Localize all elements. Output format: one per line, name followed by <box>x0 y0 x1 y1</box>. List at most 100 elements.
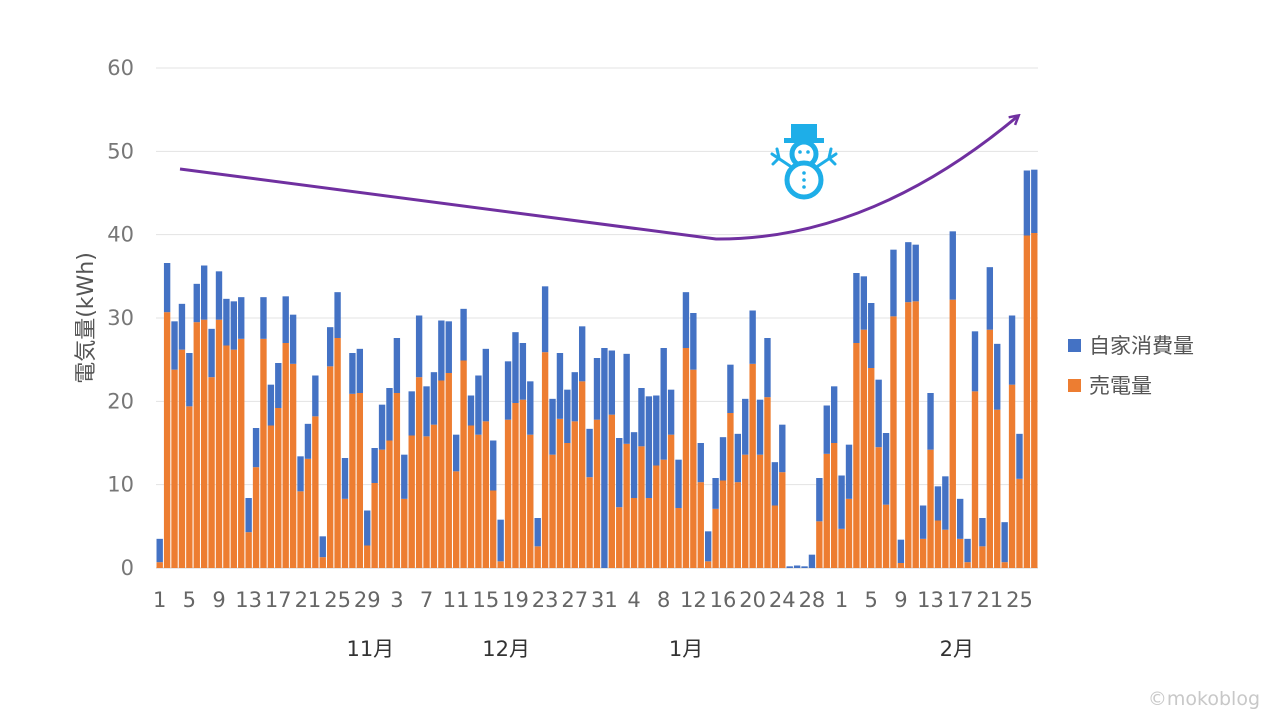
bar-self-consumption <box>289 314 297 364</box>
bar-self-consumption <box>408 391 415 436</box>
bar-self-consumption <box>1008 315 1016 385</box>
bar-sold-power <box>734 482 742 568</box>
bar-self-consumption <box>193 283 200 323</box>
bar-sold-power <box>712 508 719 568</box>
bar-self-consumption <box>401 454 408 499</box>
bar-sold-power <box>319 557 326 568</box>
bar-self-consumption <box>393 338 401 393</box>
bar-sold-power <box>616 507 623 568</box>
bar-self-consumption <box>297 456 304 492</box>
bar-sold-power <box>326 366 334 568</box>
bar-self-consumption <box>608 350 616 415</box>
bar-self-consumption <box>534 518 541 547</box>
bar-self-consumption <box>282 296 289 343</box>
bar-self-consumption <box>527 381 534 435</box>
bar-sold-power <box>527 434 534 568</box>
bar-self-consumption <box>808 554 816 568</box>
bar-sold-power <box>438 380 445 568</box>
bar-self-consumption <box>964 538 971 563</box>
bar-self-consumption <box>979 518 986 547</box>
bar-sold-power <box>779 472 786 568</box>
bar-sold-power <box>312 416 319 568</box>
bar-sold-power <box>964 562 971 568</box>
bar-sold-power <box>838 528 845 568</box>
legend-swatch-sold-power <box>1068 378 1081 392</box>
bar-self-consumption <box>986 267 994 330</box>
bar-self-consumption <box>897 539 905 563</box>
bar-self-consumption <box>423 386 430 437</box>
bar-sold-power <box>349 393 356 568</box>
bar-self-consumption <box>690 313 697 370</box>
bar-sold-power <box>986 329 994 568</box>
bar-self-consumption <box>349 353 356 394</box>
bar-sold-power <box>593 419 601 568</box>
bar-sold-power <box>742 454 749 568</box>
bar-sold-power <box>178 349 186 568</box>
bar-self-consumption <box>564 389 571 443</box>
bar-self-consumption <box>697 443 704 483</box>
bar-self-consumption <box>163 263 171 313</box>
bar-sold-power <box>816 521 823 568</box>
y-tick-label: 20 <box>107 389 134 413</box>
bar-self-consumption <box>779 424 786 473</box>
month-label: 1月 <box>669 637 703 661</box>
bar-sold-power <box>230 349 238 568</box>
bar-sold-power <box>771 505 779 568</box>
bar-sold-power <box>1016 478 1023 568</box>
bar-self-consumption <box>475 375 482 435</box>
x-tick-label: 9 <box>212 588 225 612</box>
bar-self-consumption <box>905 242 912 303</box>
x-tick-label: 31 <box>591 588 618 612</box>
bar-self-consumption <box>719 437 727 481</box>
bar-self-consumption <box>971 331 979 392</box>
watermark: ©mokoblog <box>1147 688 1260 710</box>
legend-item-sold-power: 売電量 <box>1068 365 1194 405</box>
bar-sold-power <box>586 477 593 568</box>
bar-self-consumption <box>756 399 764 455</box>
x-tick-label: 5 <box>183 588 196 612</box>
bar-sold-power <box>401 498 408 568</box>
bar-self-consumption <box>823 405 830 454</box>
bar-self-consumption <box>912 244 919 302</box>
bar-self-consumption <box>682 292 690 348</box>
bar-sold-power <box>868 368 875 568</box>
x-tick-label: 27 <box>561 588 588 612</box>
bar-self-consumption <box>793 565 801 568</box>
bar-self-consumption <box>830 386 838 443</box>
bar-sold-power <box>163 312 171 568</box>
bar-sold-power <box>215 319 223 568</box>
bar-self-consumption <box>660 348 667 460</box>
x-tick-label: 3 <box>390 588 403 612</box>
bar-self-consumption <box>816 478 823 522</box>
x-tick-label: 9 <box>894 588 907 612</box>
bar-sold-power <box>660 459 667 568</box>
bar-sold-power <box>371 483 378 568</box>
x-tick-label: 13 <box>235 588 262 612</box>
bar-sold-power <box>645 498 653 568</box>
bar-sold-power <box>304 458 312 568</box>
bar-sold-power <box>341 498 349 568</box>
snowman-icon <box>770 124 838 200</box>
bar-sold-power <box>297 491 304 568</box>
bar-self-consumption <box>786 566 793 568</box>
bar-self-consumption <box>771 462 779 506</box>
bar-sold-power <box>378 449 386 568</box>
bar-sold-power <box>475 434 482 568</box>
bar-sold-power <box>860 329 868 568</box>
bar-self-consumption <box>875 379 882 448</box>
bar-self-consumption <box>882 433 890 505</box>
bar-sold-power <box>845 498 853 568</box>
bar-sold-power <box>1031 233 1038 568</box>
bar-sold-power <box>445 373 452 568</box>
bar-sold-power <box>697 482 704 568</box>
bar-sold-power <box>630 498 638 568</box>
bar-self-consumption <box>949 231 956 300</box>
x-tick-label: 12 <box>680 588 707 612</box>
bar-sold-power <box>252 467 260 568</box>
bar-self-consumption <box>497 519 504 562</box>
bar-self-consumption <box>490 440 497 491</box>
bar-self-consumption <box>200 265 208 320</box>
trend-arrow-line <box>179 116 1018 241</box>
x-tick-label: 21 <box>295 588 322 612</box>
bar-self-consumption <box>482 348 490 422</box>
